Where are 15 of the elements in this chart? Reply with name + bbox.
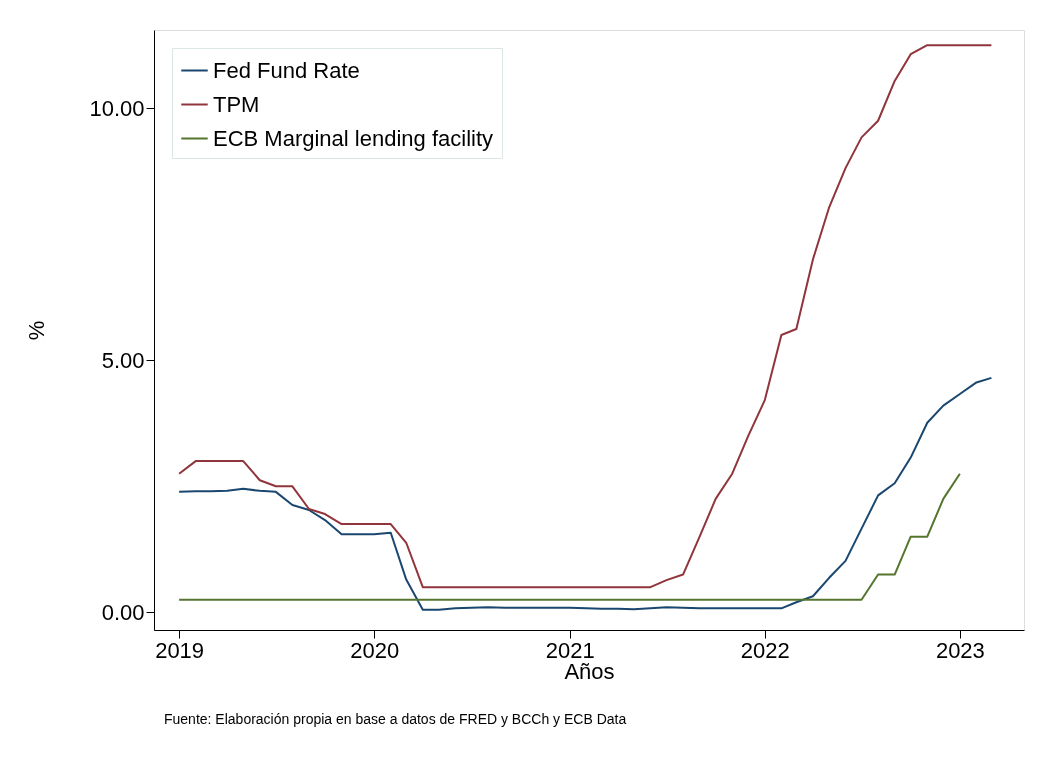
x-tick-label: 2020 <box>350 637 400 663</box>
y-axis-title: % <box>24 320 50 341</box>
source-note: Fuente: Elaboración propia en base a datos de FRED y BCCh y ECB Data <box>164 711 627 727</box>
x-tick-label: 2023 <box>935 637 985 663</box>
legend-label: Fed Fund Rate <box>213 57 360 83</box>
y-tick-label: 10.00 <box>89 95 145 121</box>
y-tick-label: 5.00 <box>101 347 145 373</box>
line-series <box>178 44 993 589</box>
x-tick-label: 2022 <box>740 637 790 663</box>
legend-label: ECB Marginal lending facility <box>213 125 494 151</box>
legend-label: TPM <box>213 91 260 117</box>
line-series <box>178 472 961 601</box>
x-tick-label: 2019 <box>155 637 205 663</box>
y-tick-label: 0.00 <box>101 599 145 625</box>
line-series <box>178 376 993 611</box>
